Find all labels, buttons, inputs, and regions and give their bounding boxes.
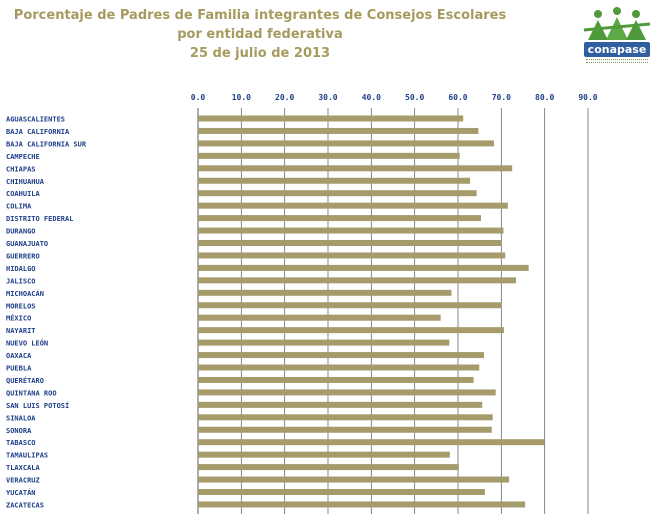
x-tick-label: 30.0 — [318, 93, 337, 102]
category-label: CHIAPAS — [6, 165, 36, 173]
bar — [198, 165, 513, 172]
x-tick-label: 10.0 — [232, 93, 251, 102]
x-tick-label: 80.0 — [535, 93, 554, 102]
bar — [198, 376, 474, 383]
x-tick-label: 70.0 — [492, 93, 511, 102]
bar — [198, 252, 506, 259]
bar — [198, 289, 452, 296]
bar — [198, 401, 483, 408]
bar — [198, 227, 504, 234]
bar — [198, 302, 502, 309]
bar — [198, 190, 477, 197]
bar — [198, 489, 485, 495]
bar — [198, 127, 479, 134]
category-label: MORELOS — [6, 302, 36, 310]
category-label: CAMPECHE — [6, 153, 40, 161]
category-label: TAMAULIPAS — [6, 452, 48, 460]
bar — [198, 364, 480, 371]
category-label: QUINTANA ROO — [6, 389, 57, 397]
category-label: VERACRUZ — [6, 477, 40, 485]
bar — [198, 240, 502, 246]
category-label: OAXACA — [6, 352, 32, 360]
category-label: BAJA CALIFORNIA — [6, 128, 70, 136]
bar — [198, 327, 504, 334]
title-line-1: Porcentaje de Padres de Familia integran… — [13, 8, 507, 23]
bar — [198, 389, 496, 396]
conapase-logo: conapase — [582, 6, 652, 66]
category-label: TLAXCALA — [6, 464, 41, 472]
x-tick-label: 40.0 — [362, 93, 381, 102]
bar — [198, 215, 481, 222]
category-labels: AGUASCALIENTES BAJA CALIFORNIA BAJA CALIFO… — [6, 116, 87, 510]
category-label: TABASCO — [6, 439, 36, 447]
category-label: DURANGO — [6, 228, 36, 236]
logo-tagline-line — [586, 62, 648, 64]
chart-title: Porcentaje de Padres de Familia integran… — [0, 6, 520, 63]
x-tick-label: 60.0 — [448, 93, 467, 102]
bar — [198, 152, 460, 159]
category-label: NUEVO LEÓN — [6, 339, 48, 348]
x-tick-label: 0.0 — [191, 93, 206, 102]
bar — [198, 464, 459, 471]
title-line-2: por entidad federativa — [177, 27, 343, 42]
category-label: DISTRITO FEDERAL — [6, 215, 73, 223]
bar — [198, 339, 450, 346]
bar — [198, 476, 510, 483]
bar — [198, 439, 545, 446]
category-label: PUEBLA — [6, 365, 32, 373]
bar — [198, 277, 517, 284]
x-axis-tick-labels: 0.0 10.0 20.0 30.0 40.0 50.0 60.0 70.0 80.0 90.0 — [191, 93, 598, 102]
title-line-3: 25 de julio de 2013 — [189, 46, 331, 61]
category-label: YUCATÁN — [6, 488, 36, 497]
bar — [198, 451, 450, 458]
bar — [198, 202, 508, 209]
category-label: BAJA CALIFORNIA SUR — [6, 140, 87, 148]
category-label: SAN LUIS POTOSÍ — [6, 401, 69, 410]
bar — [198, 414, 493, 421]
bar — [198, 426, 492, 433]
category-label: COAHUILA — [6, 190, 41, 198]
category-label: MÉXICO — [6, 314, 31, 323]
bar — [198, 264, 529, 271]
figures-icon — [583, 7, 651, 40]
category-label: CHIHUAHUA — [6, 178, 45, 186]
category-label: AGUASCALIENTES — [6, 116, 65, 124]
category-label: ZACATECAS — [6, 501, 44, 509]
grid-lines — [197, 108, 589, 514]
category-label: COLIMA — [6, 203, 32, 211]
category-label: GUERRERO — [6, 252, 40, 260]
category-label: MICHOACÁN — [6, 289, 44, 298]
category-label: QUERÉTARO — [6, 376, 44, 385]
x-tick-label: 50.0 — [405, 93, 424, 102]
bar — [198, 177, 471, 184]
bars — [198, 115, 545, 508]
category-label: HIDALGO — [6, 265, 36, 273]
bar — [198, 352, 484, 359]
bar — [198, 501, 526, 508]
category-label: JALISCO — [6, 277, 36, 285]
bar — [198, 140, 494, 147]
bar — [198, 314, 441, 321]
logo-wordmark: conapase — [584, 42, 650, 57]
logo-tagline-line — [586, 59, 648, 61]
category-label: SINALOA — [6, 414, 36, 422]
category-label: SONORA — [6, 427, 32, 435]
category-label: NAYARIT — [6, 327, 36, 335]
bar — [198, 115, 464, 122]
x-tick-label: 90.0 — [578, 93, 597, 102]
category-label: GUANAJUATO — [6, 240, 48, 248]
x-tick-label: 20.0 — [275, 93, 294, 102]
